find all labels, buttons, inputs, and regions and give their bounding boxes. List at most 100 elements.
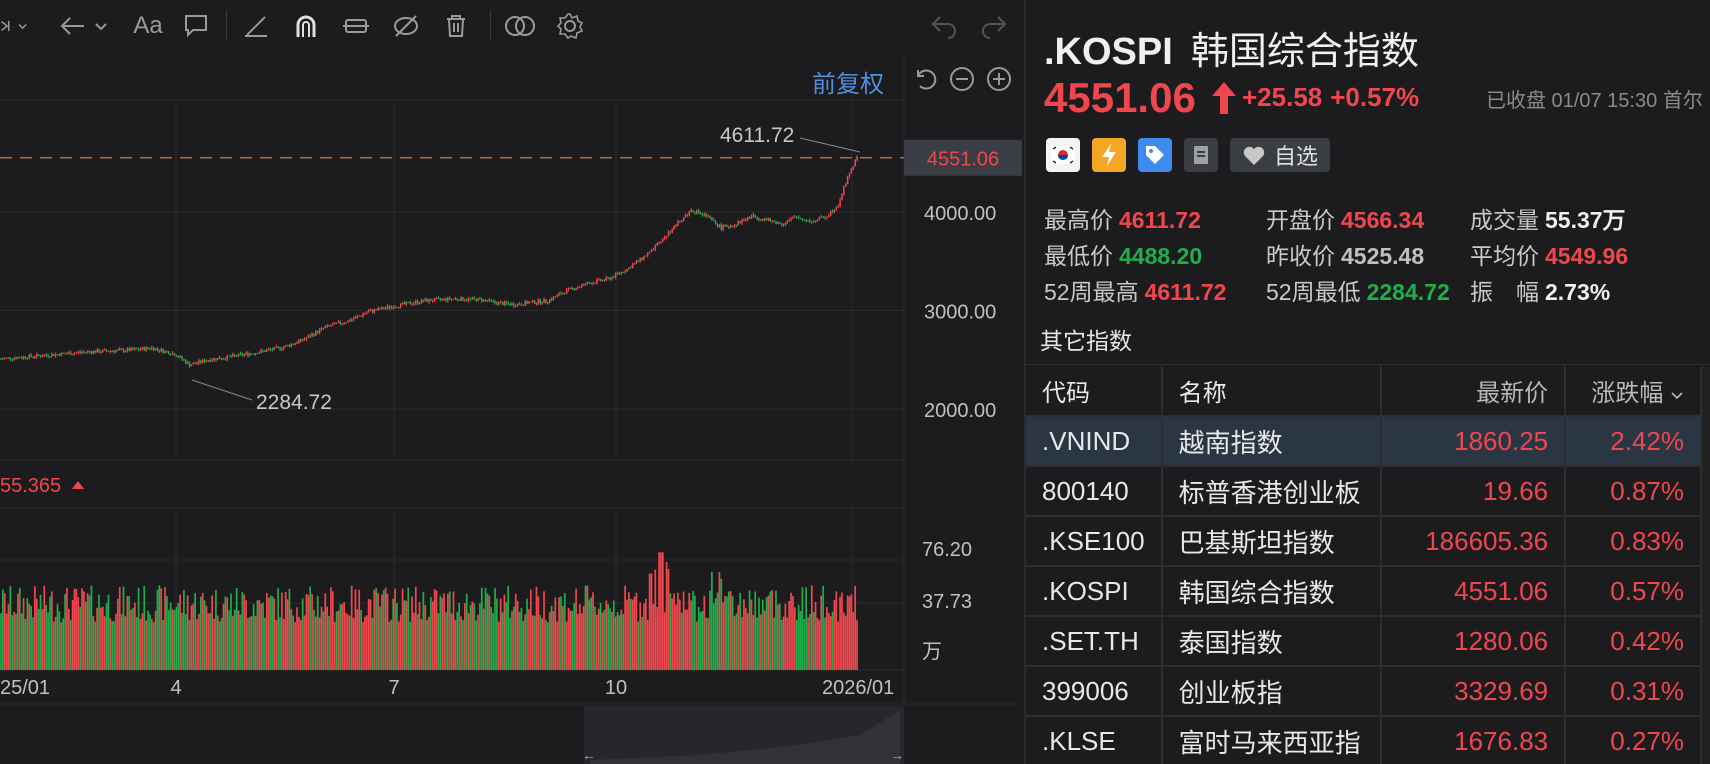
font-icon[interactable]: Aa — [133, 12, 163, 39]
volume-bar — [405, 600, 408, 670]
candle-body — [835, 207, 838, 210]
candle-body — [458, 299, 460, 301]
candle-body — [379, 308, 381, 310]
volume-bar — [313, 609, 315, 670]
volume-bar — [601, 612, 604, 670]
volume-bar — [535, 586, 538, 670]
table-row[interactable]: 399006 创业板指 3329.69 0.31% — [1026, 666, 1702, 717]
note-icon[interactable] — [1184, 138, 1218, 172]
volume-bar — [13, 611, 15, 670]
volume-bar — [809, 613, 811, 670]
candle-body — [648, 251, 651, 253]
cell-pct: 2.42% — [1565, 416, 1702, 467]
candle-body — [139, 349, 142, 351]
volume-bar — [790, 592, 792, 670]
play-dropdown-icon[interactable] — [0, 10, 32, 42]
volume-bar — [267, 597, 270, 670]
price-chart[interactable]: 4551.06 4611.72 2284.72 4000.00 3000.00 2000.… — [0, 0, 1022, 764]
volume-bar — [190, 605, 193, 670]
candle-body — [799, 217, 802, 219]
volume-bar — [769, 591, 772, 670]
measure-icon[interactable] — [340, 10, 372, 42]
col-price[interactable]: 最新价 — [1381, 366, 1567, 417]
volume-bar — [799, 611, 802, 670]
volume-bar — [599, 602, 602, 670]
volume-bar — [835, 591, 838, 670]
volume-bar — [686, 609, 689, 670]
candle-body — [586, 282, 589, 285]
volume-bar — [394, 588, 396, 670]
volume-bar — [650, 573, 653, 670]
candle-body — [13, 358, 15, 360]
candle-body — [514, 306, 517, 308]
hide-icon[interactable] — [390, 10, 422, 42]
volume-bar — [822, 585, 824, 670]
table-row[interactable]: .VNIND 越南指数 1860.25 2.42% — [1026, 416, 1702, 467]
volume-bar — [0, 613, 2, 670]
volume-bar — [5, 613, 8, 670]
volume-bar — [743, 599, 745, 670]
volume-bar — [775, 590, 777, 670]
volume-bar — [665, 561, 668, 670]
volume-bar — [152, 622, 155, 670]
col-code[interactable]: 代码 — [1026, 366, 1163, 417]
volume-bar — [183, 590, 185, 670]
volume-bar — [250, 616, 253, 670]
reset-icon[interactable] — [912, 66, 938, 92]
compare-icon[interactable] — [502, 10, 538, 42]
candle-body — [237, 353, 240, 357]
lightning-icon[interactable] — [1092, 138, 1126, 172]
zoom-out-icon[interactable] — [949, 66, 975, 92]
volume-bar — [414, 586, 417, 670]
redo-icon[interactable] — [978, 10, 1010, 42]
undo-icon[interactable] — [928, 10, 960, 42]
candle-body — [462, 297, 464, 301]
volume-bar — [150, 618, 153, 670]
volume-bar — [230, 593, 232, 670]
candle-body — [20, 357, 23, 359]
zoom-in-icon[interactable] — [986, 66, 1012, 92]
tag-icon[interactable] — [1138, 138, 1172, 172]
settings-icon[interactable] — [554, 10, 586, 42]
volume-bar — [252, 604, 255, 670]
table-row[interactable]: .KLSE 富时马来西亚指 1676.83 0.27% — [1026, 716, 1702, 764]
adjust-mode-button[interactable]: 前复权 — [812, 71, 884, 98]
volume-bar — [269, 595, 272, 670]
magnet-icon[interactable] — [290, 10, 322, 42]
col-name[interactable]: 名称 — [1161, 366, 1383, 417]
candle-body — [211, 360, 213, 362]
volume-bar — [658, 552, 660, 670]
price-change: +25.58 +0.57% — [1242, 82, 1427, 113]
volume-bar — [533, 615, 536, 670]
candle-body — [639, 257, 641, 262]
candle-body — [220, 358, 223, 360]
back-arrow-icon[interactable] — [56, 10, 116, 42]
candle-body — [690, 210, 692, 212]
candle-body — [494, 301, 496, 303]
volume-bar — [181, 612, 183, 670]
volume-bar — [628, 592, 630, 670]
candle-body — [792, 217, 794, 219]
table-row[interactable]: .KOSPI 韩国综合指数 4551.06 0.57% — [1026, 566, 1702, 617]
candle-body — [622, 271, 624, 273]
add-watchlist-button[interactable]: 自选 — [1230, 138, 1331, 172]
col-pct[interactable]: 涨跌幅 — [1565, 366, 1702, 417]
volume-bar — [793, 607, 796, 670]
comment-icon[interactable] — [180, 10, 212, 42]
table-row[interactable]: .KSE100 巴基斯坦指数 186605.36 0.83% — [1026, 516, 1702, 567]
volume-bar — [265, 592, 268, 670]
table-row[interactable]: 800140 标普香港创业板 19.66 0.87% — [1026, 466, 1702, 517]
candle-body — [705, 214, 707, 217]
volume-bar — [47, 612, 49, 670]
chart-area[interactable]: Aa 前复权 — [0, 0, 1022, 764]
volume-bar — [339, 604, 342, 670]
table-row[interactable]: .SET.TH 泰国指数 1280.06 0.42% — [1026, 616, 1702, 667]
candle-body — [516, 303, 519, 307]
line-icon[interactable] — [240, 10, 272, 42]
volume-bar — [309, 586, 312, 670]
scrollbar[interactable] — [1702, 366, 1710, 764]
volume-bar — [54, 616, 57, 670]
candle-body — [573, 288, 575, 290]
candle-body — [614, 273, 617, 278]
trash-icon[interactable] — [440, 10, 472, 42]
